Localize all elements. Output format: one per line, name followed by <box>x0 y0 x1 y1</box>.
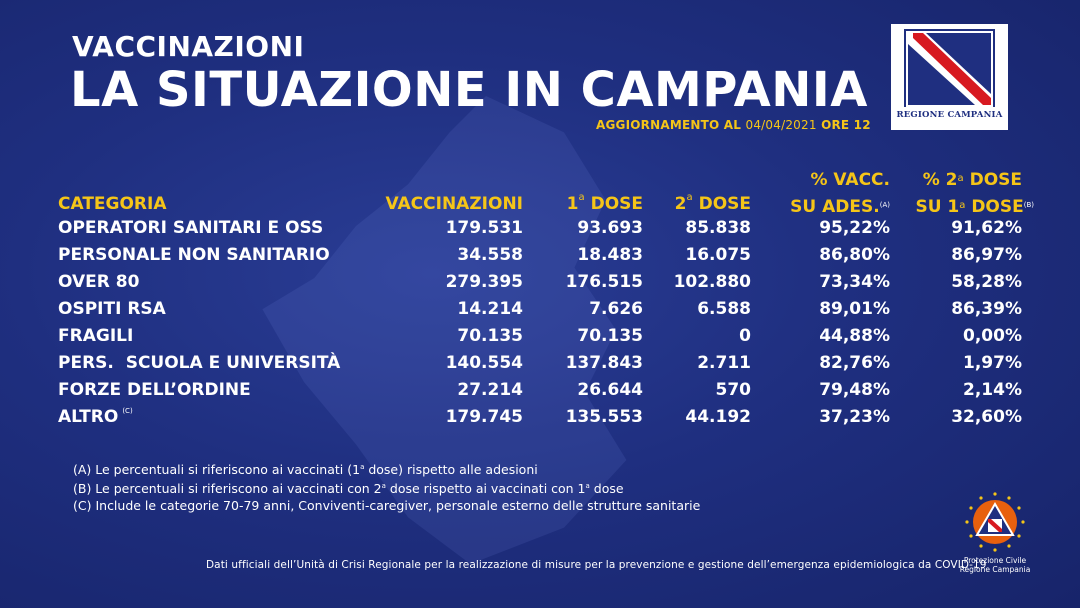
footer-source: Dati ufficiali dell’Unità di Crisi Regio… <box>206 559 987 571</box>
cell-vaccinazioni: 179.531 <box>445 218 523 238</box>
update-date: 04/04/2021 <box>745 118 817 132</box>
cell-categoria: OSPITI RSA <box>58 299 166 319</box>
cell-perc-vacc: 82,76% <box>819 353 890 373</box>
cell-dose2: 102.880 <box>673 272 751 292</box>
cell-dose1: 93.693 <box>577 218 643 238</box>
cell-perc-vacc: 89,01% <box>819 299 890 319</box>
cell-perc-seconda: 2,14% <box>963 380 1022 400</box>
cell-dose1: 7.626 <box>589 299 643 319</box>
kicker: VACCINAZIONI <box>72 30 305 63</box>
cell-categoria: OPERATORI SANITARI E OSS <box>58 218 324 238</box>
table-row: FRAGILI 70.135 70.135 0 44,88% 0,00% <box>0 326 1080 353</box>
cell-perc-vacc: 79,48% <box>819 380 890 400</box>
cell-perc-seconda: 1,97% <box>963 353 1022 373</box>
cell-categoria: OVER 80 <box>58 272 140 292</box>
protezione-civile-label: Protezione Civile Regione Campania <box>959 556 1031 574</box>
cell-perc-seconda: 86,97% <box>951 245 1022 265</box>
cell-vaccinazioni: 140.554 <box>445 353 523 373</box>
cell-perc-seconda: 58,28% <box>951 272 1022 292</box>
protezione-civile-logo-icon <box>965 492 1025 552</box>
cell-perc-vacc: 44,88% <box>819 326 890 346</box>
cell-dose1: 135.553 <box>565 407 643 427</box>
header-categoria: CATEGORIA <box>58 194 167 214</box>
cell-vaccinazioni: 279.395 <box>445 272 523 292</box>
cell-vaccinazioni: 34.558 <box>457 245 523 265</box>
cell-perc-seconda: 91,62% <box>951 218 1022 238</box>
note-c: (C) Include le categorie 70-79 anni, Con… <box>73 498 701 514</box>
cell-perc-seconda: 86,39% <box>951 299 1022 319</box>
cell-dose2: 6.588 <box>697 299 751 319</box>
table-row: ALTRO (C) 179.745 135.553 44.192 37,23% 3… <box>0 407 1080 434</box>
page-title: LA SITUAZIONE IN CAMPANIA <box>70 62 868 118</box>
cell-dose1: 70.135 <box>577 326 643 346</box>
cell-perc-vacc: 86,80% <box>819 245 890 265</box>
cell-categoria: PERS. SCUOLA E UNIVERSITÀ <box>58 353 341 373</box>
cell-dose1: 137.843 <box>565 353 643 373</box>
cell-dose2: 16.075 <box>685 245 751 265</box>
cell-vaccinazioni: 14.214 <box>457 299 523 319</box>
header-perc-seconda: % 2a DOSE SU 1a DOSE(B) <box>915 170 1034 217</box>
update-timestamp: AGGIORNAMENTO AL 04/04/2021 ORE 12 <box>596 118 871 132</box>
cell-dose1: 176.515 <box>565 272 643 292</box>
cell-categoria: ALTRO (C) <box>58 407 133 427</box>
vaccination-table: CATEGORIA VACCINAZIONI 1a DOSE 2a DOSE %… <box>0 170 1080 434</box>
cell-vaccinazioni: 27.214 <box>457 380 523 400</box>
note-a: (A) Le percentuali si riferiscono ai vac… <box>73 462 538 478</box>
cell-dose2: 2.711 <box>697 353 751 373</box>
table-row: PERS. SCUOLA E UNIVERSITÀ 140.554 137.84… <box>0 353 1080 380</box>
cell-dose2: 44.192 <box>685 407 751 427</box>
cell-vaccinazioni: 179.745 <box>445 407 523 427</box>
cell-dose2: 0 <box>739 326 751 346</box>
cell-perc-vacc: 73,34% <box>819 272 890 292</box>
header-dose1: 1a DOSE <box>566 192 643 214</box>
table-row: FORZE DELL’ORDINE 27.214 26.644 570 79,4… <box>0 380 1080 407</box>
cell-dose1: 26.644 <box>577 380 643 400</box>
header-dose2: 2a DOSE <box>674 192 751 214</box>
campania-map-silhouette <box>262 96 627 564</box>
note-b: (B) Le percentuali si riferiscono ai vac… <box>73 481 624 497</box>
cell-perc-vacc: 95,22% <box>819 218 890 238</box>
cell-dose1: 18.483 <box>577 245 643 265</box>
cell-categoria: FORZE DELL’ORDINE <box>58 380 251 400</box>
update-suffix: ORE 12 <box>821 118 871 132</box>
cell-perc-seconda: 0,00% <box>963 326 1022 346</box>
cell-perc-vacc: 37,23% <box>819 407 890 427</box>
cell-dose2: 85.838 <box>685 218 751 238</box>
cell-perc-seconda: 32,60% <box>951 407 1022 427</box>
regione-campania-label: REGIONE CAMPANIA <box>891 107 1008 124</box>
table-row: OVER 80 279.395 176.515 102.880 73,34% 5… <box>0 272 1080 299</box>
footnotes: (A) Le percentuali si riferiscono ai vac… <box>73 459 700 514</box>
table-row: PERSONALE NON SANITARIO 34.558 18.483 16… <box>0 245 1080 272</box>
cell-vaccinazioni: 70.135 <box>457 326 523 346</box>
table-row: OSPITI RSA 14.214 7.626 6.588 89,01% 86,… <box>0 299 1080 326</box>
cell-dose2: 570 <box>715 380 752 400</box>
header-vaccinazioni: VACCINAZIONI <box>385 194 523 214</box>
header-perc-vacc: % VACC. SU ADES.(A) <box>790 170 890 217</box>
cell-categoria: PERSONALE NON SANITARIO <box>58 245 330 265</box>
table-row: OPERATORI SANITARI E OSS 179.531 93.693 … <box>0 218 1080 245</box>
altro-note: (C) <box>122 407 133 415</box>
cell-categoria: FRAGILI <box>58 326 134 346</box>
update-prefix: AGGIORNAMENTO AL <box>596 118 742 132</box>
